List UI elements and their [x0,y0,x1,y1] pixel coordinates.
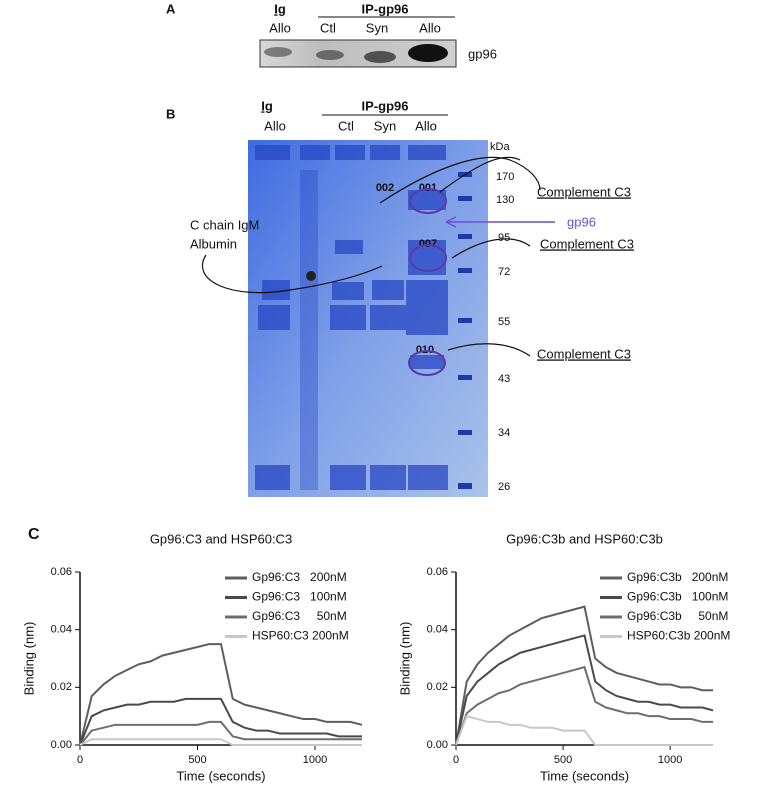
spot-label: 007 [419,238,437,250]
legend-label: HSP60:C3b 200nM [627,629,730,643]
lane-label: Ctl [338,118,354,133]
marker-label: 130 [496,194,514,206]
y-tick-label: 0.00 [51,739,72,751]
legend-label: Gp96:C3 50nM [252,609,347,623]
annotation: C chain IgM [190,217,259,232]
annotation: Complement C3 [540,236,634,251]
y-tick-label: 0.02 [427,681,448,693]
y-tick-label: 0.04 [427,624,448,636]
y-tick-label: 0.00 [427,739,448,751]
panel-label: B [166,106,175,121]
series-line [79,643,363,746]
unit-label: kDa [490,141,510,153]
chart-title: Gp96:C3 and HSP60:C3 [150,531,292,546]
marker-label: 55 [498,316,510,328]
spot-label: 002 [376,182,394,194]
annotation: Complement C3 [537,346,631,361]
x-tick-label: 500 [554,754,572,766]
legend-label: Gp96:C3 100nM [252,590,347,604]
group-label: Ig [274,1,286,16]
x-tick-label: 0 [77,754,83,766]
gel-spot [306,271,316,281]
blot-band [364,51,396,63]
x-axis-label: Time (seconds) [176,768,265,783]
band-label: gp96 [468,46,497,61]
x-tick-label: 500 [188,754,206,766]
lane-label: Ctl [320,20,336,35]
group-label: IP-gp96 [362,98,409,113]
legend-label: Gp96:C3b 200nM [627,570,728,584]
chart-title: Gp96:C3b and HSP60:C3b [506,531,663,546]
series-line [79,720,362,746]
annotation: Albumin [190,236,237,251]
marker-label: 72 [498,266,510,278]
x-tick-label: 1000 [303,754,327,766]
x-tick-label: 0 [453,754,459,766]
annotation: Complement C3 [537,184,631,199]
spot-label: 010 [416,344,434,356]
y-tick-label: 0.06 [51,566,72,578]
series-line [455,605,713,746]
y-tick-label: 0.02 [51,681,72,693]
lane-label: Syn [374,118,396,133]
marker-label: 34 [498,427,510,439]
panel-label: A [166,1,176,16]
y-tick-label: 0.06 [427,566,448,578]
lane-label: Syn [366,20,388,35]
legend-label: Gp96:C3b 100nM [627,590,728,604]
marker-label: 95 [498,232,510,244]
y-axis-label: Binding (nm) [21,622,36,696]
lane-label: Allo [264,118,286,133]
y-axis-label: Binding (nm) [397,622,412,696]
legend-label: Gp96:C3b 50nM [627,609,728,623]
legend-label: HSP60:C3 200nM [252,629,349,643]
lane-label: Allo [269,20,291,35]
spot-circles [408,188,447,376]
marker-label: 170 [496,171,514,183]
blot-band [316,50,344,60]
x-axis-label: Time (seconds) [540,768,629,783]
group-label: Ig [261,98,273,113]
x-tick-label: 1000 [658,754,682,766]
legend-label: Gp96:C3 200nM [252,570,347,584]
marker-label: 43 [498,373,510,385]
series-line [79,738,362,746]
group-label: IP-gp96 [362,1,409,16]
series-line [455,714,713,746]
series-line [455,634,714,746]
arrow-head [445,216,457,228]
blot-band [264,47,292,57]
gel-bands [255,145,448,490]
series-line [455,665,713,746]
series-line [79,697,362,746]
lane-label: Allo [419,20,441,35]
lane-label: Allo [415,118,437,133]
annotation: gp96 [567,214,596,229]
blot-band [408,44,448,62]
y-tick-label: 0.04 [51,624,72,636]
panel-label: C [28,526,40,543]
marker-label: 26 [498,481,510,493]
spot-label: 001 [419,182,437,194]
callout-lines [201,156,541,357]
